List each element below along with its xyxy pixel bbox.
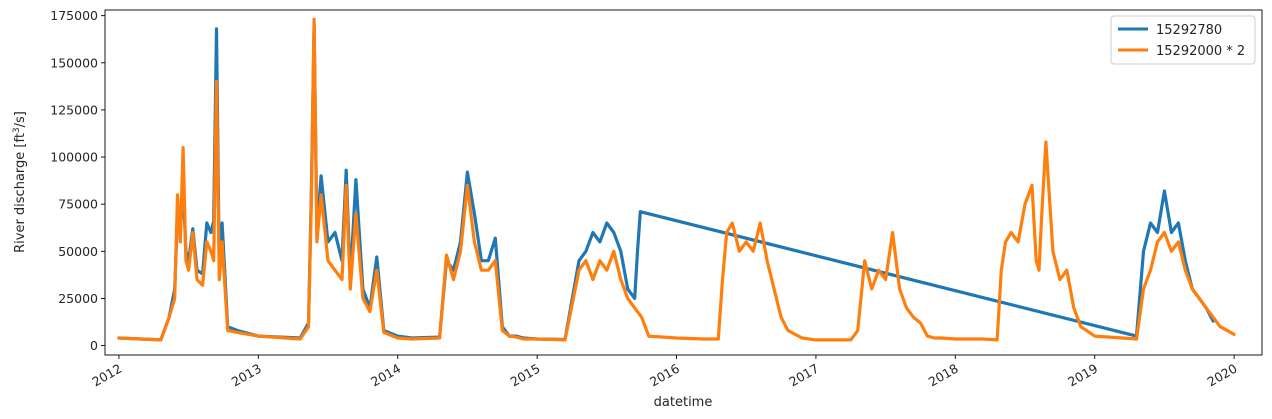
x-tick-label: 2018 [926,361,961,390]
y-tick-label: 50000 [58,244,98,259]
y-tick-label: 25000 [58,291,98,306]
x-tick-label: 2019 [1065,361,1100,390]
y-tick-label: 75000 [58,197,98,212]
x-tick-label: 2014 [368,361,403,390]
x-tick-label: 2016 [647,361,682,390]
x-axis: 2012 2013 2014 2015 2016 2017 2018 2019 2020 [89,355,1240,390]
y-axis: 0 25000 50000 75000 100000 125000 150000 175000 [50,8,105,353]
series-layer [117,17,1236,342]
series-line-2 [117,17,1236,342]
y-tick-label: 150000 [50,55,98,70]
x-tick-label: 2017 [786,361,821,390]
x-tick-label: 2020 [1205,361,1240,390]
y-tick-label: 0 [90,338,98,353]
legend: 15292780 15292000 * 2 [1110,15,1256,65]
y-tick-label: 100000 [50,150,98,165]
legend-label-series-1: 15292780 [1156,23,1222,38]
x-tick-label: 2013 [229,361,264,390]
y-axis-label: River discharge [ft3/s] [12,111,28,253]
y-tick-label: 125000 [50,102,98,117]
x-tick-label: 2015 [508,361,543,390]
y-tick-label: 175000 [50,8,98,23]
plot-frame [104,9,1263,356]
x-tick-label: 2012 [89,361,124,390]
legend-label-series-2: 15292000 * 2 [1156,44,1245,59]
x-axis-label: datetime [654,395,713,410]
